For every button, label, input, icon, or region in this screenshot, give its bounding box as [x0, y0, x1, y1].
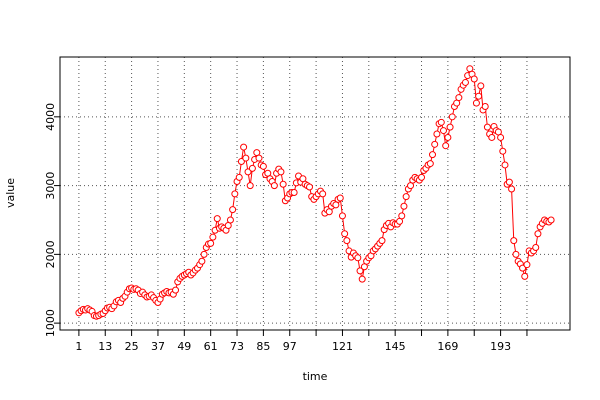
data-point	[398, 212, 406, 220]
data-point	[508, 185, 516, 193]
data-point	[229, 206, 237, 214]
data-point	[426, 160, 434, 168]
data-point	[231, 190, 239, 198]
data-point	[240, 143, 248, 151]
data-point	[246, 182, 254, 190]
data-point	[501, 161, 509, 169]
x-tick-label: 97	[283, 340, 297, 353]
data-point	[472, 99, 480, 107]
data-point	[439, 127, 447, 135]
data-point	[433, 130, 441, 138]
data-point	[209, 233, 217, 241]
x-tick-label: 73	[230, 340, 244, 353]
data-point	[470, 75, 478, 83]
data-point	[259, 162, 267, 170]
data-point	[343, 237, 351, 245]
x-tick-label: 61	[204, 340, 218, 353]
data-point	[497, 133, 505, 141]
data-point	[358, 275, 366, 283]
x-tick-label: 85	[256, 340, 270, 353]
data-point	[319, 190, 327, 198]
data-point	[532, 243, 540, 251]
data-point	[270, 182, 278, 190]
data-point	[255, 154, 263, 162]
data-point	[400, 202, 408, 210]
data-point	[437, 118, 445, 126]
x-tick-label: 13	[98, 340, 112, 353]
data-point	[235, 173, 243, 181]
data-point	[521, 272, 529, 280]
data-point	[523, 261, 531, 269]
x-axis-label: time	[303, 370, 328, 383]
y-tick-label: 1000	[44, 309, 57, 337]
data-point	[431, 140, 439, 148]
x-tick-label: 145	[385, 340, 406, 353]
data-point	[248, 164, 256, 172]
data-point	[444, 133, 452, 141]
data-point	[455, 94, 463, 102]
data-point	[512, 250, 520, 258]
x-tick-label: 193	[490, 340, 511, 353]
x-tick-label: 49	[177, 340, 191, 353]
data-point	[534, 230, 542, 238]
data-point	[354, 254, 362, 262]
data-point	[226, 216, 234, 224]
data-point	[402, 193, 410, 201]
data-point	[442, 142, 450, 150]
data-point	[336, 194, 344, 202]
data-point	[461, 78, 469, 86]
data-point	[483, 123, 491, 131]
y-tick-label: 2000	[44, 240, 57, 268]
data-point	[488, 133, 496, 141]
data-point	[338, 212, 346, 220]
data-point	[341, 230, 349, 238]
data-point	[448, 113, 456, 121]
data-point	[499, 147, 507, 155]
data-point	[475, 92, 483, 100]
data-point	[446, 123, 454, 131]
data-point	[207, 239, 215, 247]
y-axis-label: value	[4, 178, 17, 208]
data-point	[198, 257, 206, 265]
data-point	[172, 286, 180, 294]
data-point	[429, 151, 437, 159]
x-tick-label: 37	[151, 340, 165, 353]
x-tick-label: 121	[332, 340, 353, 353]
data-point	[547, 216, 555, 224]
y-tick-label: 3000	[44, 172, 57, 200]
data-point	[277, 168, 285, 176]
x-tick-label: 25	[125, 340, 139, 353]
data-point	[356, 267, 364, 275]
x-tick-label: 169	[437, 340, 458, 353]
data-point	[378, 237, 386, 245]
plot-frame	[59, 56, 571, 331]
data-point	[306, 183, 314, 191]
data-point	[213, 215, 221, 223]
x-tick-label: 1	[75, 340, 82, 353]
data-point	[200, 250, 208, 258]
data-point	[290, 188, 298, 196]
data-point	[477, 82, 485, 90]
y-tick-label: 4000	[44, 103, 57, 131]
data-point	[242, 154, 250, 162]
data-point	[481, 103, 489, 111]
data-point	[510, 237, 518, 245]
data-point	[279, 180, 287, 188]
data-point	[505, 178, 513, 186]
data-point	[418, 173, 426, 181]
